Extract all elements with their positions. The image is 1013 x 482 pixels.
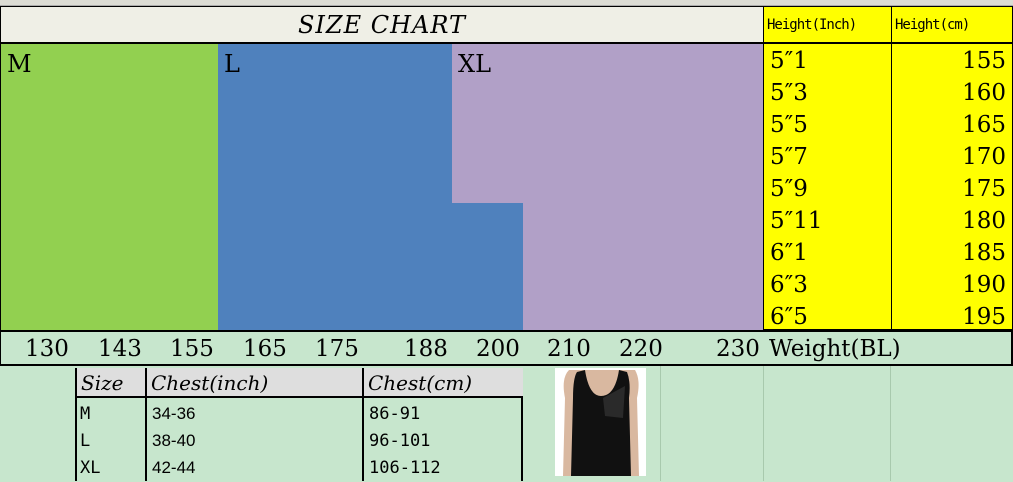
size-band-m: M: [0, 42, 218, 330]
height-inch-value: 5″5: [770, 112, 808, 138]
chest-cell: 96-101: [369, 431, 431, 451]
weight-value: 165: [243, 336, 287, 362]
size-label-l: L: [224, 50, 240, 78]
height-inch-value: 6″1: [770, 240, 808, 266]
weight-value: 210: [547, 336, 591, 362]
chest-header-inch: Chest(inch): [147, 368, 364, 398]
weight-value: 188: [404, 336, 448, 362]
height-cm-value: 185: [962, 240, 1006, 266]
height-cm-value: 195: [962, 304, 1006, 330]
height-cm-value: 175: [962, 176, 1006, 202]
chest-cell: 106-112: [369, 458, 441, 478]
weight-value: 200: [476, 336, 520, 362]
chest-header-cm: Chest(cm): [364, 368, 523, 398]
weight-value: 143: [98, 336, 142, 362]
chest-cell: L: [80, 431, 91, 451]
height-inch-value: 5″7: [770, 144, 808, 170]
chest-cell: M: [80, 404, 91, 424]
height-cm-header: Height(cm): [891, 6, 1013, 43]
chest-cell: 34-36: [152, 404, 196, 423]
height-inch-value: 6″5: [770, 304, 808, 330]
weight-value: 230: [716, 336, 760, 362]
chest-cell: 38-40: [152, 431, 196, 450]
weight-value: 155: [170, 336, 214, 362]
size-band-xl-extension: [523, 203, 763, 330]
height-cm-value: 155: [962, 48, 1006, 74]
product-photo: [555, 368, 646, 476]
chest-table: Size Chest(inch) Chest(cm) M 34-36 86-91…: [75, 368, 523, 481]
height-cm-value: 165: [962, 112, 1006, 138]
height-cm-value: 190: [962, 272, 1006, 298]
height-cm-column: 155 160 165 170 175 180 185 190 195: [891, 42, 1013, 330]
weight-value: 220: [619, 336, 663, 362]
weight-row: 130 143 155 165 175 188 200 210 220 230 …: [0, 330, 1013, 366]
height-inch-value: 5″9: [770, 176, 808, 202]
chart-title: SIZE CHART: [0, 6, 764, 43]
chest-cell: XL: [80, 458, 101, 478]
weight-value: 175: [315, 336, 359, 362]
chest-cell: 42-44: [152, 458, 196, 477]
height-inch-value: 5″11: [770, 208, 823, 234]
gridline: [763, 366, 764, 481]
size-band-l-extension: [452, 203, 524, 330]
height-inch-value: 6″3: [770, 272, 808, 298]
chest-header-size: Size: [77, 368, 147, 398]
size-label-m: M: [7, 50, 32, 78]
height-cm-value: 160: [962, 80, 1006, 106]
height-inch-column: 5″1 5″3 5″5 5″7 5″9 5″11 6″1 6″3 6″5: [763, 42, 892, 330]
sheet-header-strip: [0, 0, 1013, 6]
gridline: [660, 366, 661, 481]
size-band-l: L: [218, 42, 452, 330]
height-inch-value: 5″3: [770, 80, 808, 106]
weight-value: 130: [25, 336, 69, 362]
height-inch-header: Height(Inch): [763, 6, 892, 43]
weight-label: Weight(BL): [769, 336, 901, 362]
size-band-xl: XL: [452, 42, 763, 203]
chest-cell: 86-91: [369, 404, 421, 424]
gridline: [890, 366, 891, 481]
height-cm-value: 170: [962, 144, 1006, 170]
height-inch-value: 5″1: [770, 48, 808, 74]
height-cm-value: 180: [962, 208, 1006, 234]
size-label-xl: XL: [458, 50, 492, 78]
